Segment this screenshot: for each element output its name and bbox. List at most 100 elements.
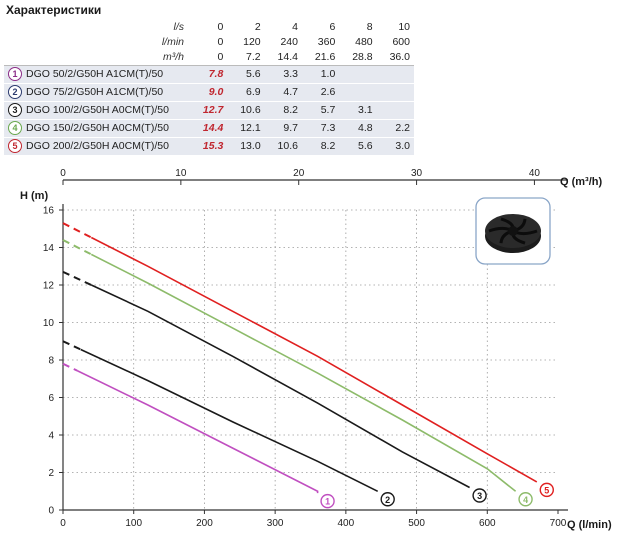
model-name-cell: 1 DGO 50/2/G50H A1CM(T)/50: [4, 65, 190, 84]
head-value: 4.7: [264, 83, 302, 102]
unit-value: 120: [243, 36, 261, 48]
series-3-dashed-start: [62, 270, 92, 286]
x-tick-label: 100: [125, 518, 142, 529]
head-value: 10.6: [264, 137, 302, 156]
impeller-hub: [508, 226, 518, 236]
model-number-badge: 1: [8, 67, 22, 82]
model-number-badge: 2: [8, 85, 22, 100]
series-3-marker-label: 3: [477, 491, 482, 501]
unit-label: m³/h: [4, 50, 190, 66]
max-head-value: 12.7: [190, 101, 228, 120]
series-1-marker: [320, 493, 335, 509]
series-2-marker: [380, 492, 395, 507]
x2-tick-label: 0: [60, 168, 66, 179]
unit-value: 0: [190, 50, 228, 66]
model-name: DGO 50/2/G50H A1CM(T)/50: [26, 68, 164, 80]
y-tick-label: 12: [43, 281, 55, 292]
y-tick-label: 6: [48, 393, 54, 404]
series-3-line: [90, 284, 470, 489]
series-4-marker-label: 4: [523, 495, 528, 505]
x-tick-label: 300: [267, 518, 284, 529]
unit-value: 8: [366, 21, 373, 33]
head-value: 2.6: [301, 83, 340, 102]
unit-value: 28.8: [339, 50, 377, 66]
head-value: 3.1: [339, 101, 377, 120]
max-head-value: 7.8: [190, 65, 228, 84]
series-2-marker-label: 2: [385, 495, 390, 505]
head-value: 7.3: [301, 119, 340, 138]
series-5-marker: [539, 482, 554, 498]
unit-value: 240: [280, 36, 298, 48]
unit-value: 360: [317, 36, 336, 48]
model-name: DGO 200/2/G50H A0CM(T)/50: [26, 140, 169, 152]
unit-value: 4: [292, 21, 298, 33]
head-value: [339, 65, 377, 84]
head-value: [376, 83, 414, 102]
model-row: 3 DGO 100/2/G50H A0CM(T)/50 12.7 10.6 8.2 5.7…: [4, 101, 414, 120]
head-value: [339, 83, 377, 102]
model-row: 4 DGO 150/2/G50H A0CM(T)/50 14.4 12.1 9.7 7.3…: [4, 119, 414, 138]
model-number-badge: 3: [8, 103, 22, 118]
model-name: DGO 100/2/G50H A0CM(T)/50: [26, 104, 169, 116]
y-tick-label: 0: [48, 506, 54, 517]
unit-value: 10: [398, 21, 410, 33]
y-tick-label: 14: [43, 243, 55, 254]
model-name-cell: 2 DGO 75/2/G50H A1CM(T)/50: [4, 83, 190, 102]
x-tick-label: 200: [196, 518, 213, 529]
model-name-cell: 5 DGO 200/2/G50H A0CM(T)/50: [4, 137, 190, 156]
head-value: 1.0: [301, 65, 340, 84]
unit-value: 7.2: [227, 50, 265, 66]
unit-value: 0: [217, 21, 224, 33]
max-head-value: 15.3: [190, 137, 228, 156]
x-axis-label: Q (l/min): [567, 519, 612, 531]
head-value: 2.2: [376, 119, 414, 138]
y-tick-label: 16: [43, 206, 55, 217]
series-2-dashed-start: [62, 340, 82, 351]
unit-value: 21.6: [301, 50, 340, 66]
head-value: 8.2: [301, 137, 340, 156]
head-value: 5.6: [339, 137, 377, 156]
spec-table: l/s 0 2 4 6 8 10 l/min 0 120 240 360 480 600 m³/h 0 7.2 1…: [4, 20, 414, 156]
unit-value: 600: [392, 36, 410, 48]
model-name-cell: 3 DGO 100/2/G50H A0CM(T)/50: [4, 101, 190, 120]
page-title: Характеристики: [6, 3, 102, 17]
y-tick-label: 4: [48, 431, 54, 442]
series-5-dashed-start: [62, 222, 92, 239]
unit-value: 6: [329, 21, 336, 33]
x2-tick-label: 10: [175, 168, 187, 179]
max-head-value: 14.4: [190, 119, 228, 138]
unit-value: 2: [254, 21, 261, 33]
series-5-marker-label: 5: [544, 485, 549, 495]
series-5-line: [90, 236, 538, 483]
x2-axis-label: Q (m³/h): [560, 176, 602, 188]
unit-label: l/s: [173, 21, 185, 33]
model-name: DGO 75/2/G50H A1CM(T)/50: [26, 86, 164, 98]
y-tick-label: 10: [43, 318, 55, 329]
head-value: 13.0: [227, 137, 265, 156]
series-4-line: [90, 253, 517, 492]
x-tick-label: 500: [408, 518, 425, 529]
head-value: 9.7: [264, 119, 302, 138]
y-tick-label: 2: [48, 468, 54, 479]
series-1-marker-label: 1: [325, 497, 330, 507]
x-tick-label: 700: [550, 518, 567, 529]
y-tick-label: 8: [48, 356, 54, 367]
unit-label: l/min: [161, 36, 184, 48]
x2-tick-label: 30: [411, 168, 423, 179]
model-row: 5 DGO 200/2/G50H A0CM(T)/50 15.3 13.0 10.6 8.…: [4, 137, 414, 156]
head-value: 5.6: [227, 65, 265, 84]
y-axis-label: H (m): [20, 190, 48, 202]
unit-row: m³/h 0 7.2 14.4 21.6 28.8 36.0: [4, 50, 414, 66]
head-value: 5.7: [301, 101, 340, 120]
head-value: [376, 101, 414, 120]
head-value: 3.3: [264, 65, 302, 84]
series-1-dashed-start: [62, 362, 78, 372]
x2-tick-label: 20: [293, 168, 305, 179]
head-value: 10.6: [227, 101, 265, 120]
head-value: 3.0: [376, 137, 414, 156]
x2-tick-label: 40: [529, 168, 541, 179]
x-tick-label: 600: [479, 518, 496, 529]
series-4-dashed-start: [62, 239, 92, 256]
x-tick-label: 400: [338, 518, 355, 529]
model-number-badge: 5: [8, 139, 22, 154]
